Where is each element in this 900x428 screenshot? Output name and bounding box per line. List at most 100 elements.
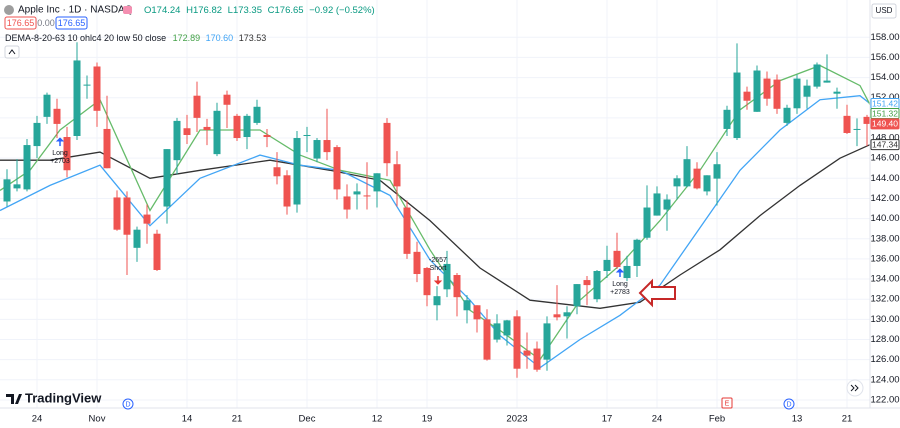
indicator-name: DEMA-8-20-63 10 ohlc4 20 low 50 close <box>5 33 166 43</box>
indicator-value: 173.53 <box>239 33 267 43</box>
ask-box[interactable] <box>55 16 88 30</box>
candle-body <box>83 84 91 86</box>
candle-body <box>353 191 361 195</box>
event-badge <box>783 398 795 410</box>
scroll-button[interactable] <box>846 379 864 397</box>
trade-arrow-head <box>55 137 65 142</box>
collapse-button[interactable] <box>4 45 20 59</box>
trade-label: +2783 <box>610 289 630 296</box>
candle-body <box>203 126 211 130</box>
bid-box[interactable] <box>4 16 37 30</box>
ohlc-readout: O174.24 H176.82 L173.35 C176.65 −0.92 (−… <box>144 5 375 16</box>
x-tick-label: 19 <box>422 414 433 425</box>
y-tick-label: 140.00 <box>870 213 899 224</box>
price-tag-label: 151.42 <box>872 98 898 108</box>
candle-body <box>143 214 151 224</box>
candle-body <box>453 275 461 298</box>
candle-body <box>303 134 311 136</box>
candle-body <box>163 149 171 207</box>
candle-body <box>463 300 471 311</box>
y-tick-label: 156.00 <box>870 52 899 63</box>
candle-body <box>733 72 741 139</box>
candle-body <box>113 197 121 230</box>
y-tick-label: 154.00 <box>870 72 899 83</box>
brand-logo <box>6 394 22 404</box>
x-tick-label: 13 <box>792 414 803 425</box>
candle-body <box>833 91 841 94</box>
candle-body <box>133 229 141 248</box>
y-tick-label: 148.00 <box>870 133 899 144</box>
candle-body <box>783 107 791 123</box>
axes: 122.00 124.00 126.00 128.00 130.00 132.00 134.… <box>32 32 900 425</box>
candle-body <box>813 64 821 87</box>
event-label: E <box>725 400 730 407</box>
candle-body <box>73 60 81 136</box>
candle-body <box>563 312 571 317</box>
currency-button[interactable] <box>871 3 897 19</box>
candle-body <box>693 168 701 189</box>
candle-body <box>573 284 581 307</box>
candle-body <box>403 207 411 254</box>
trade-label: Short <box>430 265 447 272</box>
bid-price: 176.65 <box>7 18 35 28</box>
y-tick-label: 136.00 <box>870 253 899 264</box>
trade-arrow-head <box>615 268 625 273</box>
candle-body <box>33 122 41 147</box>
candle-body <box>673 178 681 187</box>
candle-body <box>583 280 591 286</box>
candle-body <box>633 239 641 266</box>
candle-body <box>213 110 221 155</box>
candle-body <box>283 175 291 207</box>
candle-body <box>123 197 131 235</box>
candle-body <box>643 207 651 238</box>
candle-body <box>423 267 431 296</box>
candles <box>3 42 871 378</box>
candle-body <box>513 316 521 369</box>
candle-body <box>503 320 511 336</box>
candle-body <box>853 128 861 130</box>
collapse-icon <box>8 49 16 55</box>
candle-body <box>233 115 241 139</box>
x-tick-label: 21 <box>842 414 853 425</box>
trade-label: Long <box>52 150 68 157</box>
candle-body <box>743 91 751 101</box>
candle-body <box>93 66 101 111</box>
candle-body <box>613 250 621 267</box>
x-tick-label: 21 <box>232 414 243 425</box>
candle-body <box>323 140 331 153</box>
candle-body <box>63 137 71 171</box>
price-tag <box>870 139 900 151</box>
candle-body <box>493 323 501 340</box>
y-tick-label: 122.00 <box>870 394 899 405</box>
candle-body <box>273 167 281 177</box>
price-tag-label: 147.34 <box>872 139 898 149</box>
candle-body <box>153 233 161 270</box>
symbol-logo <box>4 5 14 15</box>
candle-body <box>723 109 731 129</box>
candle-body <box>333 147 341 190</box>
candle-body <box>823 80 831 83</box>
y-tick-label: 128.00 <box>870 334 899 345</box>
candle-body <box>473 305 481 320</box>
candle-body <box>23 145 31 190</box>
trade-label: -2657 <box>429 257 447 264</box>
x-tick-label: 17 <box>602 414 613 425</box>
trade-label: +2703 <box>50 158 70 165</box>
trade-label: Long <box>612 281 628 288</box>
candle-body <box>373 173 381 192</box>
candle-body <box>773 79 781 109</box>
candle-body <box>343 196 351 210</box>
candle-body <box>433 296 441 306</box>
candle-body <box>533 348 541 370</box>
spread: 0.00 <box>37 18 55 28</box>
symbol-title: Apple Inc · 1D · NASDAQ <box>18 5 133 16</box>
candle-body <box>543 323 551 360</box>
candle-body <box>603 259 611 271</box>
currency: USD <box>876 6 893 15</box>
market-status-icon <box>123 6 132 14</box>
candle-body <box>863 116 871 124</box>
